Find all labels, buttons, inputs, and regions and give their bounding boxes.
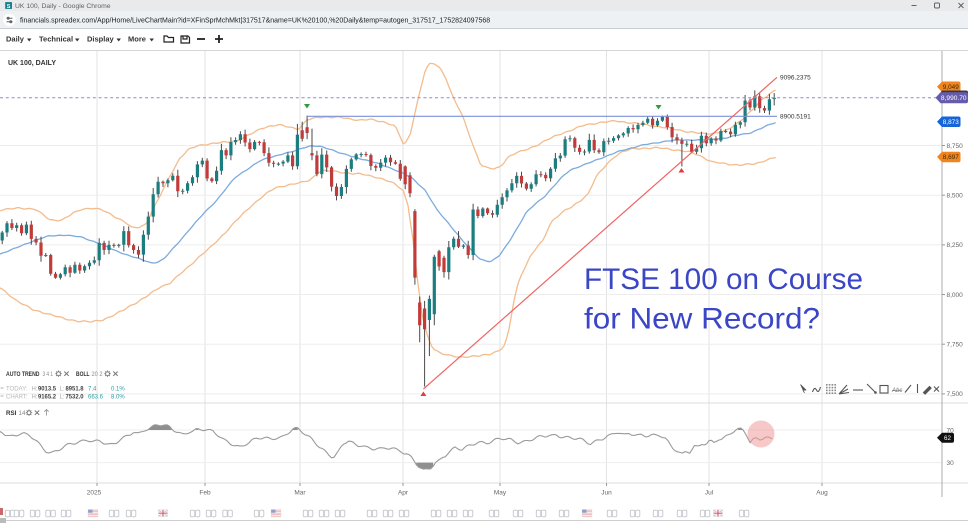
svg-text:Daily: Daily — [6, 35, 25, 44]
svg-text:8,250: 8,250 — [947, 242, 964, 249]
svg-text:Jul: Jul — [705, 490, 714, 497]
svg-text:663.6: 663.6 — [88, 395, 104, 401]
svg-text:62: 62 — [944, 435, 951, 442]
svg-text:Technical: Technical — [39, 35, 73, 44]
svg-text:CHART:: CHART: — [6, 395, 28, 401]
svg-text:H:: H: — [32, 387, 38, 393]
svg-text:Display: Display — [87, 35, 115, 44]
svg-text:9,049: 9,049 — [943, 84, 959, 91]
svg-text:8.0%: 8.0% — [111, 395, 125, 401]
svg-text:20 2: 20 2 — [92, 371, 104, 378]
svg-text:More: More — [128, 35, 146, 44]
svg-text:AUTO TREND: AUTO TREND — [6, 371, 40, 378]
svg-text:Apr: Apr — [398, 490, 409, 497]
svg-text:Jun: Jun — [601, 490, 612, 497]
svg-text:UK 100, Daily - Google Chrome: UK 100, Daily - Google Chrome — [15, 3, 111, 10]
svg-text:L:: L: — [60, 395, 65, 401]
svg-text:8,990.70: 8,990.70 — [941, 95, 967, 102]
svg-text:8,000: 8,000 — [947, 292, 964, 299]
svg-text:RSI: RSI — [6, 410, 17, 417]
svg-text:8,750: 8,750 — [947, 143, 964, 150]
svg-text:UK 100, DAILY: UK 100, DAILY — [8, 60, 56, 67]
svg-text:Aug: Aug — [816, 490, 828, 497]
svg-text:30: 30 — [947, 460, 955, 467]
svg-text:9096.2375: 9096.2375 — [780, 75, 811, 82]
svg-text:7532.0: 7532.0 — [66, 395, 85, 401]
svg-text:2025: 2025 — [87, 490, 102, 497]
svg-text:7,500: 7,500 — [947, 391, 964, 398]
svg-text:Feb: Feb — [199, 490, 211, 497]
svg-text:H:: H: — [32, 395, 38, 401]
svg-text:8,697: 8,697 — [943, 154, 959, 161]
svg-text:8951.8: 8951.8 — [66, 387, 85, 393]
svg-text:Abc: Abc — [891, 388, 902, 394]
svg-text:3 4 1: 3 4 1 — [43, 371, 54, 378]
svg-text:8900.5191: 8900.5191 — [780, 114, 811, 121]
svg-text:for New Record?: for New Record? — [584, 303, 820, 336]
svg-text:S: S — [7, 4, 11, 10]
svg-text:financials.spreadex.com/App/Ho: financials.spreadex.com/App/Home/LiveCha… — [20, 18, 490, 25]
svg-text:9013.5: 9013.5 — [38, 387, 57, 393]
svg-text:FTSE 100 on Course: FTSE 100 on Course — [584, 263, 863, 296]
svg-text:TODAY:: TODAY: — [6, 387, 28, 393]
svg-text:14: 14 — [19, 410, 26, 417]
svg-text:May: May — [494, 490, 507, 497]
svg-text:L:: L: — [60, 387, 65, 393]
svg-text:70: 70 — [947, 427, 955, 434]
svg-text:0.1%: 0.1% — [111, 387, 125, 393]
svg-text:Mar: Mar — [294, 490, 306, 497]
svg-text:8,873: 8,873 — [943, 119, 959, 126]
svg-text:9165.2: 9165.2 — [38, 395, 57, 401]
svg-text:7,750: 7,750 — [947, 342, 964, 349]
svg-text:7.4: 7.4 — [88, 387, 97, 393]
svg-text:8,500: 8,500 — [947, 193, 964, 200]
svg-text:BOLL: BOLL — [76, 371, 90, 378]
